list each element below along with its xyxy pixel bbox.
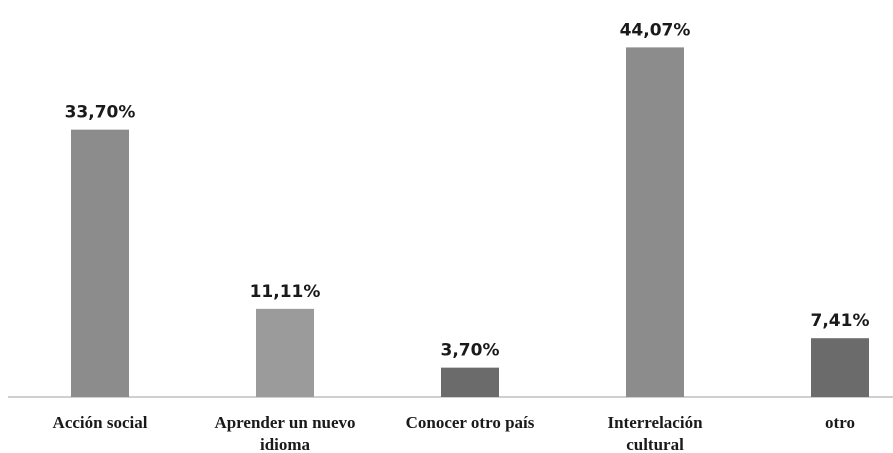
category-label-3: Interrelación cultural xyxy=(607,413,703,453)
bar-3 xyxy=(626,47,684,398)
category-label-2-line-0: Conocer otro país xyxy=(406,413,535,432)
category-label-3-line-0: Interrelación xyxy=(607,413,703,432)
category-label-4-line-0: otro xyxy=(825,413,855,432)
category-label-4: otro xyxy=(825,413,855,432)
category-label-1-line-1: idioma xyxy=(260,435,311,453)
category-label-3-line-1: cultural xyxy=(626,435,684,453)
category-label-1: Aprender un nuevo idioma xyxy=(214,413,355,453)
category-label-0: Acción social xyxy=(53,413,148,432)
data-label-4: 7,41% xyxy=(811,311,870,331)
bar-4 xyxy=(811,338,869,397)
data-label-0: 33,70% xyxy=(65,103,136,123)
data-label-3: 44,07% xyxy=(620,20,691,40)
bar-0 xyxy=(71,129,129,397)
category-label-2: Conocer otro país xyxy=(406,413,535,432)
data-label-1: 11,11% xyxy=(250,282,321,302)
bar-2 xyxy=(441,367,499,397)
bar-1 xyxy=(256,308,314,397)
category-label-0-line-0: Acción social xyxy=(53,413,148,432)
category-label-1-line-0: Aprender un nuevo xyxy=(214,413,355,432)
data-label-2: 3,70% xyxy=(441,341,500,361)
